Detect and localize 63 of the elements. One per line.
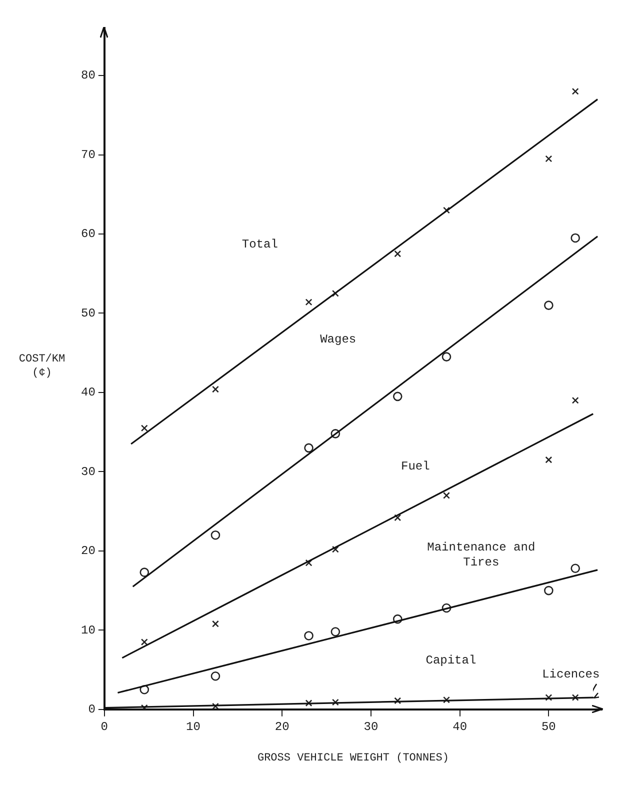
x-tick-label: 20 — [274, 720, 290, 734]
point — [394, 697, 402, 704]
annotation: Total — [242, 237, 278, 252]
annotation: Licences — [542, 668, 600, 682]
point — [394, 514, 402, 522]
x-tick-label: 10 — [186, 720, 200, 734]
y-tick-label: 20 — [80, 544, 96, 558]
point — [443, 206, 450, 214]
point — [212, 702, 219, 710]
annotation: Wages — [320, 332, 356, 347]
point — [305, 700, 312, 707]
point — [544, 300, 554, 310]
point — [545, 155, 552, 162]
point — [210, 671, 220, 681]
y-tick-label: 40 — [80, 386, 96, 400]
point — [212, 386, 219, 393]
point — [545, 456, 552, 464]
point — [392, 392, 402, 402]
point — [210, 530, 220, 540]
point — [572, 694, 579, 701]
point — [392, 614, 402, 624]
point — [572, 396, 579, 404]
point — [140, 424, 148, 432]
y-tick-label: 30 — [80, 464, 96, 479]
point — [570, 233, 580, 243]
x-tick-label: 50 — [541, 720, 556, 734]
annotation: Capital — [426, 653, 476, 668]
point — [140, 638, 148, 646]
y-tick-label: 70 — [80, 148, 96, 162]
point — [332, 546, 339, 553]
annotation: Fuel — [400, 459, 430, 474]
point — [305, 559, 312, 566]
y-tick-label: 0 — [88, 702, 96, 717]
point — [442, 352, 452, 362]
point — [330, 429, 340, 438]
y-tick-label: 50 — [80, 306, 96, 320]
x-tick-label: 40 — [452, 720, 468, 734]
y-tick-label: 10 — [80, 623, 96, 638]
x-axis-title: GROSS VEHICLE WEIGHT (TONNES) — [257, 752, 449, 764]
point — [140, 568, 150, 577]
point — [570, 564, 580, 574]
y-tick-label: 60 — [80, 227, 96, 242]
point — [572, 88, 579, 95]
point — [443, 696, 450, 704]
point — [442, 603, 452, 613]
point — [305, 298, 312, 306]
point — [140, 684, 150, 694]
point — [443, 492, 450, 499]
point — [332, 290, 339, 297]
point — [140, 704, 148, 710]
y-axis-title: COST/KM (¢) — [18, 354, 66, 380]
x-tick-label: 30 — [364, 720, 378, 734]
point — [394, 250, 402, 258]
point — [304, 443, 314, 453]
point — [304, 631, 314, 640]
y-tick-label: 80 — [80, 68, 96, 83]
point — [212, 620, 219, 628]
annotation: Maintenance and Tires — [427, 540, 536, 570]
point — [544, 586, 554, 596]
point — [545, 694, 552, 701]
point — [330, 627, 340, 636]
x-tick-label: 0 — [100, 720, 108, 734]
point — [332, 698, 339, 706]
